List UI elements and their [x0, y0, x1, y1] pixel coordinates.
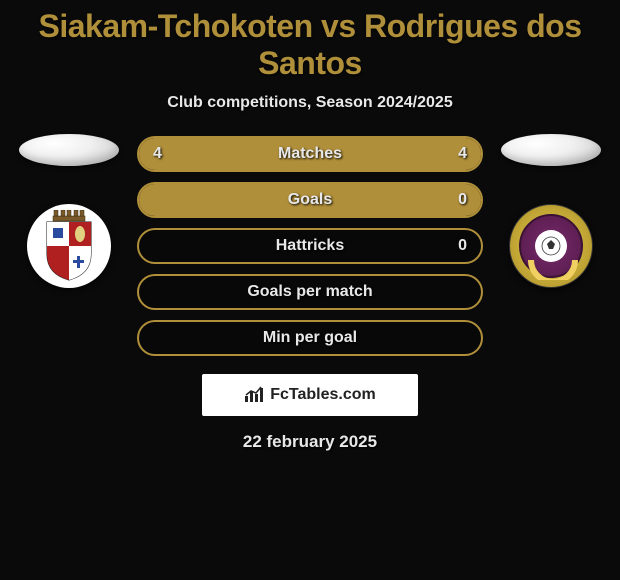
- stat-label: Min per goal: [263, 329, 357, 347]
- shield-icon: [39, 210, 99, 282]
- page-title: Siakam-Tchokoten vs Rodrigues dos Santos: [10, 8, 610, 82]
- logo-text: FcTables.com: [270, 386, 376, 404]
- stat-row-hattricks: Hattricks 0: [137, 228, 483, 264]
- main-row: 4 Matches 4 Goals 0 Hattricks 0: [10, 134, 610, 356]
- player-photo-right: [501, 134, 601, 166]
- stat-value-left: 4: [153, 145, 162, 163]
- stat-value-right: 0: [458, 191, 467, 209]
- badge-text-arc-icon: [521, 216, 585, 280]
- bar-chart-icon: [244, 386, 266, 404]
- stat-row-goals: Goals 0: [137, 182, 483, 218]
- club-badge-left: [27, 204, 111, 288]
- stat-value-right: 0: [458, 237, 467, 255]
- stats-column: 4 Matches 4 Goals 0 Hattricks 0: [137, 136, 483, 356]
- stat-row-min-per-goal: Min per goal: [137, 320, 483, 356]
- club-badge-right: [509, 204, 593, 288]
- left-column: [19, 134, 119, 288]
- source-logo: FcTables.com: [202, 374, 418, 416]
- date-label: 22 february 2025: [10, 432, 610, 452]
- subtitle: Club competitions, Season 2024/2025: [10, 94, 610, 112]
- stat-label: Goals per match: [247, 283, 372, 301]
- comparison-card: Siakam-Tchokoten vs Rodrigues dos Santos…: [0, 0, 620, 460]
- stat-row-goals-per-match: Goals per match: [137, 274, 483, 310]
- player-photo-left: [19, 134, 119, 166]
- stat-row-matches: 4 Matches 4: [137, 136, 483, 172]
- stat-value-right: 4: [458, 145, 467, 163]
- stat-label: Goals: [288, 191, 332, 209]
- stat-label: Matches: [278, 145, 342, 163]
- badge-ring-icon: [519, 214, 583, 278]
- right-column: [501, 134, 601, 288]
- stat-label: Hattricks: [276, 237, 344, 255]
